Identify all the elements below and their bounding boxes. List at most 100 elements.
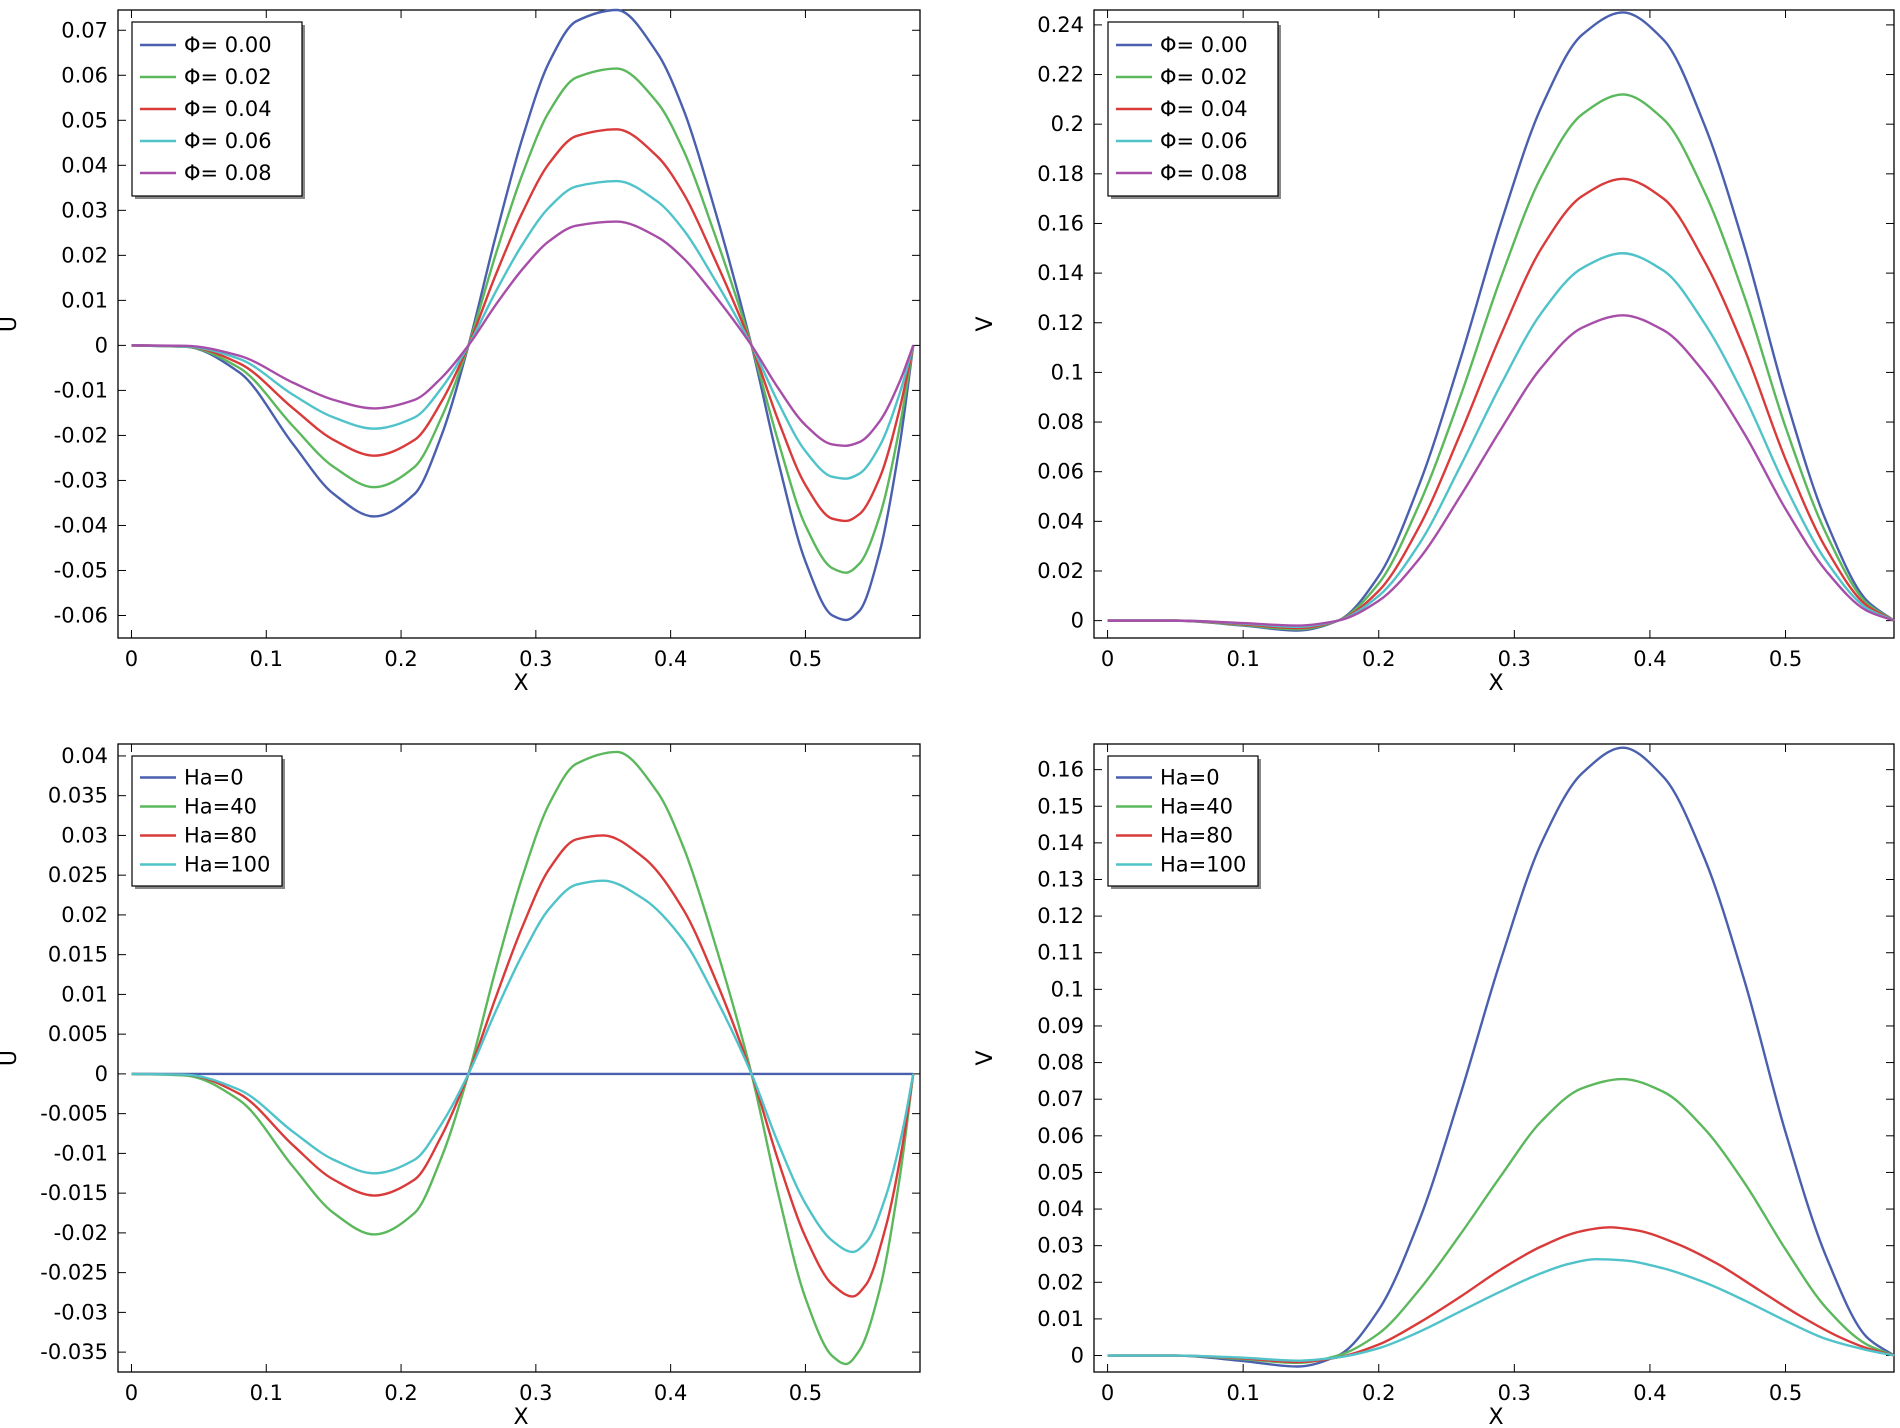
y-tick-label: 0.09 [1037, 1014, 1084, 1038]
series-lines [131, 750, 915, 1366]
y-tick-label: -0.02 [54, 423, 108, 447]
y-tick-label: 0.06 [61, 63, 108, 87]
series-line-4 [131, 879, 915, 1254]
series-line-3 [131, 128, 915, 523]
y-tick-label: 0.04 [1037, 1197, 1084, 1221]
legend-label-2: Φ= 0.02 [1160, 65, 1248, 89]
x-tick-label: 0 [125, 647, 138, 671]
legend-label-3: Φ= 0.04 [184, 97, 272, 121]
series-line-3 [131, 834, 915, 1298]
legend-label-1: Ha=0 [184, 766, 244, 790]
y-tick-label: 0.08 [1037, 410, 1084, 434]
x-tick-label: 0.5 [1769, 647, 1802, 671]
y-tick-label: 0.11 [1037, 941, 1084, 965]
y-tick-label: -0.05 [54, 558, 108, 582]
legend: Ha=0 Ha=40 Ha=80 Ha=100 [1107, 755, 1261, 889]
legend-label-2: Φ= 0.02 [184, 65, 272, 89]
y-tick-label: 0.01 [1037, 1307, 1084, 1331]
x-tick-label: 0.1 [1226, 647, 1259, 671]
x-axis-label: X [1488, 1405, 1503, 1428]
series-line-5 [1107, 314, 1895, 627]
series-line-1 [131, 8, 915, 622]
y-tick-label: 0 [95, 1062, 108, 1086]
x-axis-label: X [1488, 671, 1503, 696]
x-tick-label: 0.3 [1498, 647, 1531, 671]
x-tick-label: 0 [1101, 647, 1114, 671]
y-tick-label: 0.035 [48, 784, 108, 808]
y-tick-label: 0.15 [1037, 794, 1084, 818]
y-tick-label: 0.03 [61, 823, 108, 847]
y-tick-label: 0.12 [1037, 904, 1084, 928]
y-tick-label: 0.005 [48, 1022, 108, 1046]
series-line-4 [1107, 252, 1895, 629]
y-tick-label: 0.2 [1051, 112, 1084, 136]
legend-label-3: Φ= 0.04 [1160, 97, 1248, 121]
y-tick-label: 0.04 [61, 153, 108, 177]
y-tick-label: 0 [1071, 609, 1084, 633]
y-tick-label: 0.02 [1037, 1270, 1084, 1294]
legend-label-4: Ha=100 [184, 853, 270, 877]
x-tick-label: 0.4 [1633, 647, 1666, 671]
y-tick-label: -0.06 [54, 603, 108, 627]
y-tick-label: 0.01 [61, 288, 108, 312]
y-tick-label: -0.035 [40, 1340, 108, 1364]
chart-panel-3: 0 0.1 0.2 0.3 0.4 0.5 -0.035 -0.03 -0.025 -0.02 -0… [0, 743, 921, 1428]
series-lines [1107, 746, 1895, 1368]
y-tick-label: -0.005 [40, 1102, 108, 1126]
y-tick-label: 0.24 [1037, 13, 1084, 37]
y-tick-label: 0.16 [1037, 758, 1084, 782]
y-tick-label: 0 [1071, 1344, 1084, 1368]
legend-label-1: Φ= 0.00 [1160, 33, 1248, 57]
x-tick-label: 0.2 [1362, 1381, 1395, 1405]
series-line-1 [1107, 746, 1895, 1368]
y-tick-label: 0.07 [61, 18, 108, 42]
y-tick-label: 0.06 [1037, 460, 1084, 484]
x-tick-label: 0.1 [250, 1381, 283, 1405]
chart-panel-2: 0 0.1 0.2 0.3 0.4 0.5 0 0.02 0.04 0.06 0.08 0.1 0.12… [973, 9, 1895, 696]
y-tick-label: 0.05 [1037, 1160, 1084, 1184]
x-axis-label: X [513, 1405, 528, 1428]
x-tick-label: 0.5 [789, 1381, 822, 1405]
series-line-4 [1107, 1258, 1895, 1362]
chart-panel-1: 0 0.1 0.2 0.3 0.4 0.5 -0.06 -0.05 -0.04 -0.03 -0.0… [0, 8, 921, 696]
y-tick-label: 0.14 [1037, 831, 1084, 855]
y-tick-label: 0.02 [61, 243, 108, 267]
legend: Φ= 0.00 Φ= 0.02 Φ= 0.04 Φ= 0.06 Φ= 0.08 [131, 21, 305, 199]
y-tick-label: 0.03 [1037, 1234, 1084, 1258]
y-tick-label: 0.16 [1037, 211, 1084, 235]
x-tick-label: 0.2 [384, 1381, 417, 1405]
y-tick-label: -0.02 [54, 1221, 108, 1245]
ticks: 0 0.1 0.2 0.3 0.4 0.5 -0.035 -0.03 -0.025 -0.02 -0… [40, 744, 920, 1405]
y-tick-label: 0.04 [61, 744, 108, 768]
y-tick-label: 0.06 [1037, 1124, 1084, 1148]
x-tick-label: 0.3 [1498, 1381, 1531, 1405]
x-tick-label: 0 [1101, 1381, 1114, 1405]
series-line-2 [131, 67, 915, 574]
series-lines [1107, 11, 1895, 632]
y-tick-label: 0.03 [61, 198, 108, 222]
y-tick-label: 0.22 [1037, 63, 1084, 87]
x-tick-label: 0.5 [789, 647, 822, 671]
x-tick-label: 0.3 [519, 1381, 552, 1405]
x-tick-label: 0.2 [384, 647, 417, 671]
series-line-4 [131, 179, 915, 480]
series-lines [131, 8, 915, 622]
y-tick-label: 0.015 [48, 943, 108, 967]
x-tick-label: 0.5 [1769, 1381, 1802, 1405]
x-tick-label: 0.3 [519, 647, 552, 671]
y-tick-label: 0.14 [1037, 261, 1084, 285]
y-tick-label: -0.01 [54, 378, 108, 402]
x-axis-label: X [513, 671, 528, 696]
x-tick-label: 0.2 [1362, 647, 1395, 671]
legend-label-2: Ha=40 [184, 795, 257, 819]
y-tick-label: 0.02 [1037, 559, 1084, 583]
legend-label-5: Φ= 0.08 [1160, 161, 1248, 185]
y-tick-label: 0.05 [61, 108, 108, 132]
legend: Φ= 0.00 Φ= 0.02 Φ= 0.04 Φ= 0.06 Φ= 0.08 [1107, 21, 1281, 199]
y-axis-label: V [973, 1050, 998, 1065]
legend-label-4: Φ= 0.06 [1160, 129, 1248, 153]
y-tick-label: -0.01 [54, 1141, 108, 1165]
legend: Ha=0 Ha=40 Ha=80 Ha=100 [131, 755, 285, 889]
legend-label-5: Φ= 0.08 [184, 161, 272, 185]
